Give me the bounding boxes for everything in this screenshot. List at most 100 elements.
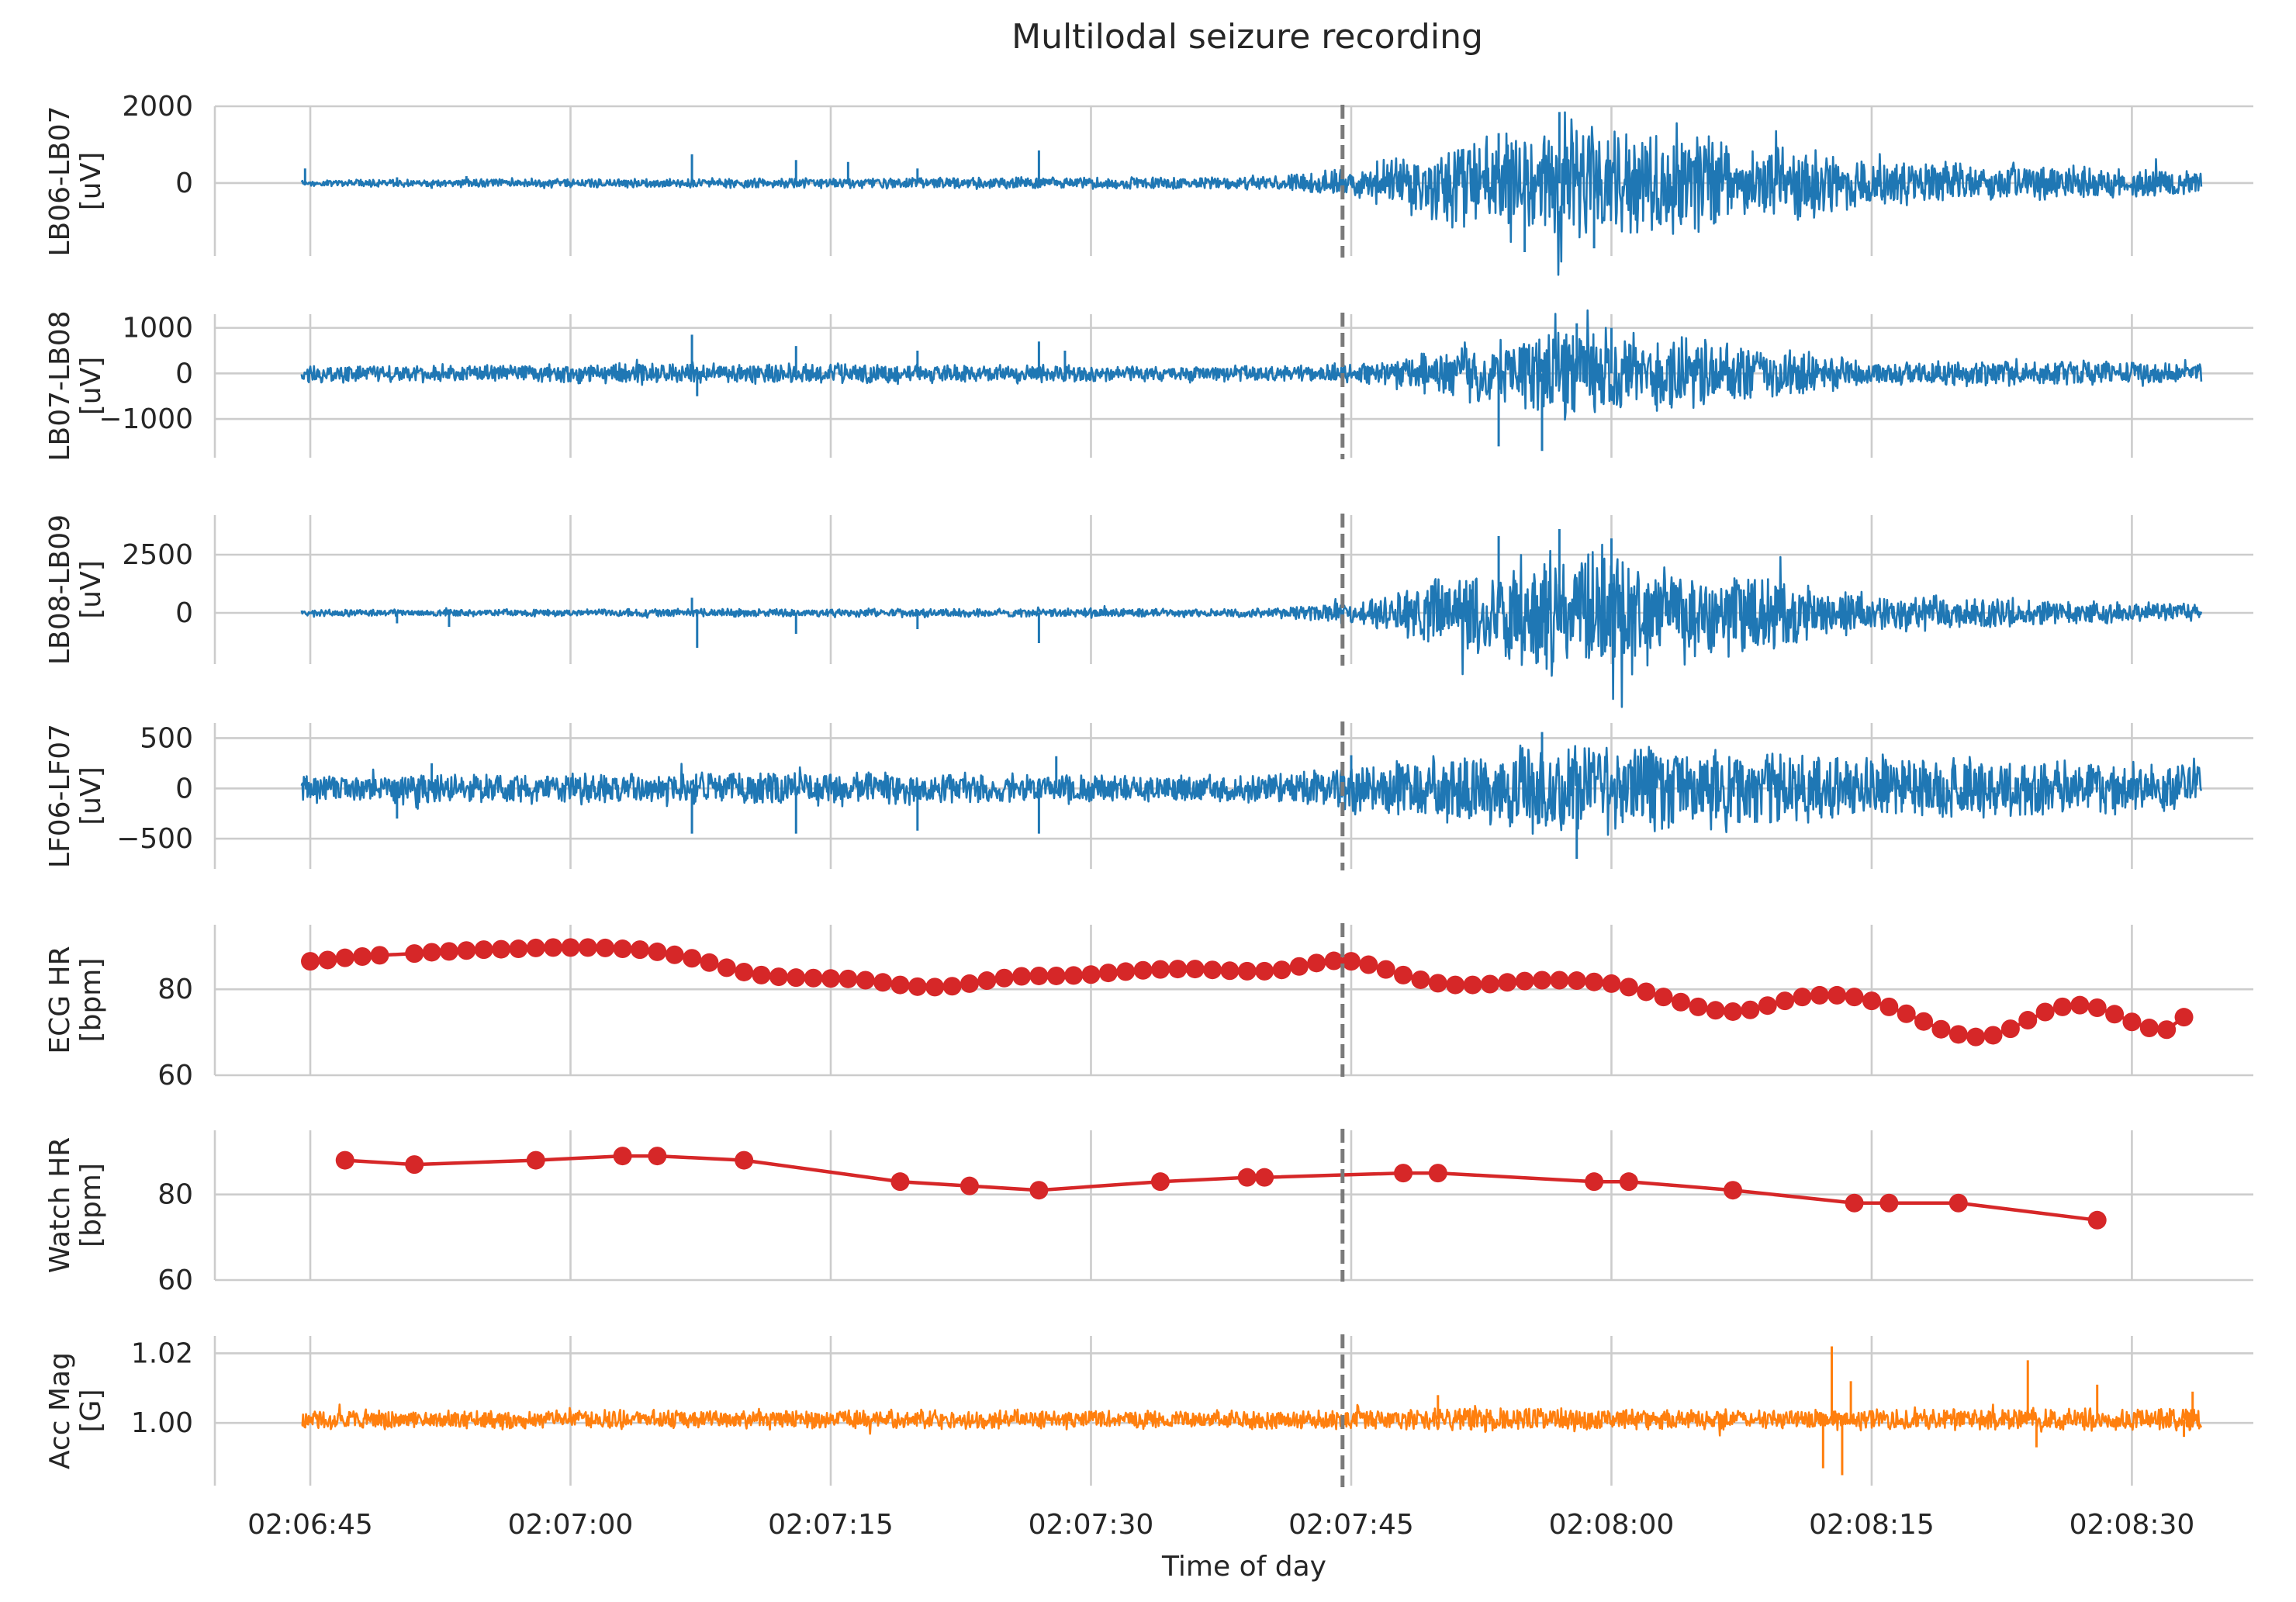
y-tick-label: 1.02 (131, 1337, 193, 1369)
signal-trace (300, 309, 2203, 421)
hr-point (1948, 1025, 1968, 1044)
hr-point (1862, 991, 1881, 1011)
hr-point (1931, 1019, 1951, 1039)
chart-title: Multilodal seizure recording (1011, 17, 1483, 57)
hr-point (1394, 965, 1413, 984)
hr-point (648, 1147, 667, 1166)
hr-line (309, 946, 2185, 1039)
hr-point (2174, 1008, 2194, 1027)
hr-point (335, 1150, 354, 1170)
hr-point (2105, 1005, 2125, 1024)
hr-point (769, 967, 788, 987)
x-tick-label: 02:08:15 (1809, 1509, 1935, 1541)
hr-point (1255, 1168, 1274, 1187)
x-tick-label: 02:08:00 (1549, 1509, 1675, 1541)
hr-point (1012, 967, 1032, 986)
hr-point (752, 965, 771, 984)
hr-point (578, 938, 597, 957)
panel-watch-hr: 80 60 Watch HR[bpm] (44, 1129, 2253, 1296)
hr-point (1237, 961, 1257, 981)
hr-point (2052, 997, 2072, 1016)
hr-point (1064, 966, 1084, 985)
hr-point (1116, 962, 1136, 981)
hr-point (960, 974, 979, 993)
hr-point (1341, 952, 1361, 971)
hr-point (1150, 1172, 1170, 1192)
panel-lb06-lb07: 2000 0 LB06-LB07[uV] (44, 91, 2253, 276)
y-tick-label: 0 (175, 773, 193, 804)
y-tick-label: 1.00 (131, 1407, 193, 1439)
hr-point (873, 973, 893, 992)
y-tick-label: −1000 (99, 403, 193, 435)
hr-point (1376, 960, 1395, 979)
y-axis-label: Acc Mag[G] (44, 1352, 107, 1469)
hr-point (1532, 971, 1551, 990)
panel-lf06-lf07: 500 0 −500 LF06-LF07[uV] (44, 721, 2253, 870)
y-tick-label: 0 (175, 597, 193, 629)
hr-point (1150, 960, 1170, 979)
hr-point (2087, 1210, 2107, 1230)
hr-point (1914, 1012, 1934, 1031)
y-axis-label: LB08-LB09[uV] (44, 514, 107, 665)
signal-trace (300, 111, 2203, 276)
y-tick-label: 0 (175, 358, 193, 389)
hr-point (1619, 977, 1638, 997)
hr-point (1480, 974, 1499, 994)
hr-point (1428, 1164, 1447, 1183)
hr-point (787, 968, 806, 988)
hr-point (1463, 975, 1482, 995)
hr-point (839, 969, 858, 988)
y-axis-label: ECG HR[bpm] (44, 946, 107, 1054)
hr-point (1237, 1168, 1257, 1187)
panel-lb08-lb09: 2500 0 LB08-LB09[uV] (44, 514, 2253, 708)
hr-point (1203, 960, 1222, 980)
hr-point (457, 941, 476, 960)
hr-point (613, 939, 632, 959)
hr-point (526, 1150, 545, 1170)
x-axis: 02:06:45 02:07:00 02:07:15 02:07:30 02:07:45… (247, 1509, 2194, 1541)
hr-point (405, 944, 424, 964)
hr-point (1411, 970, 1430, 989)
y-axis-label: Watch HR[bpm] (44, 1137, 107, 1274)
hr-point (1724, 1181, 1743, 1200)
hr-point (735, 1150, 754, 1170)
hr-point (1324, 951, 1343, 971)
signal-trace (300, 744, 2203, 836)
hr-point (1272, 960, 1292, 980)
hr-point (1585, 1172, 1604, 1192)
hr-point (1359, 955, 1378, 974)
hr-point (2087, 998, 2107, 1017)
hr-point (1446, 975, 1465, 995)
hr-point (613, 1147, 632, 1166)
hr-point (717, 958, 736, 977)
hr-point (1793, 988, 1812, 1007)
hr-point (544, 938, 563, 957)
hr-point (1498, 973, 1517, 992)
hr-point (1255, 961, 1274, 981)
hr-point (1983, 1026, 2003, 1045)
hr-point (596, 938, 615, 957)
hr-point (1029, 966, 1049, 985)
hr-point (1428, 974, 1447, 993)
hr-point (439, 942, 458, 961)
hr-point (1220, 961, 1240, 981)
hr-point (1724, 1002, 1743, 1021)
hr-point (1289, 957, 1309, 976)
panel-ecg-hr: 80 60 ECG HR[bpm] (44, 923, 2253, 1092)
y-tick-label: 60 (157, 1060, 193, 1092)
hr-point (700, 953, 719, 972)
hr-point (509, 939, 528, 959)
hr-point (821, 969, 840, 988)
hr-point (492, 939, 511, 959)
hr-point (2139, 1019, 2159, 1038)
panels: 2000 0 LB06-LB07[uV] 1000 0 −1000LB07-LB08[uV… (44, 91, 2253, 1487)
hr-point (1029, 1181, 1049, 1200)
hr-point (665, 945, 684, 964)
hr-point (2122, 1012, 2142, 1032)
hr-point (1081, 965, 1101, 984)
hr-point (1394, 1164, 1413, 1183)
hr-point (735, 962, 754, 981)
hr-point (1776, 991, 1795, 1011)
y-tick-label: 1000 (122, 313, 193, 344)
